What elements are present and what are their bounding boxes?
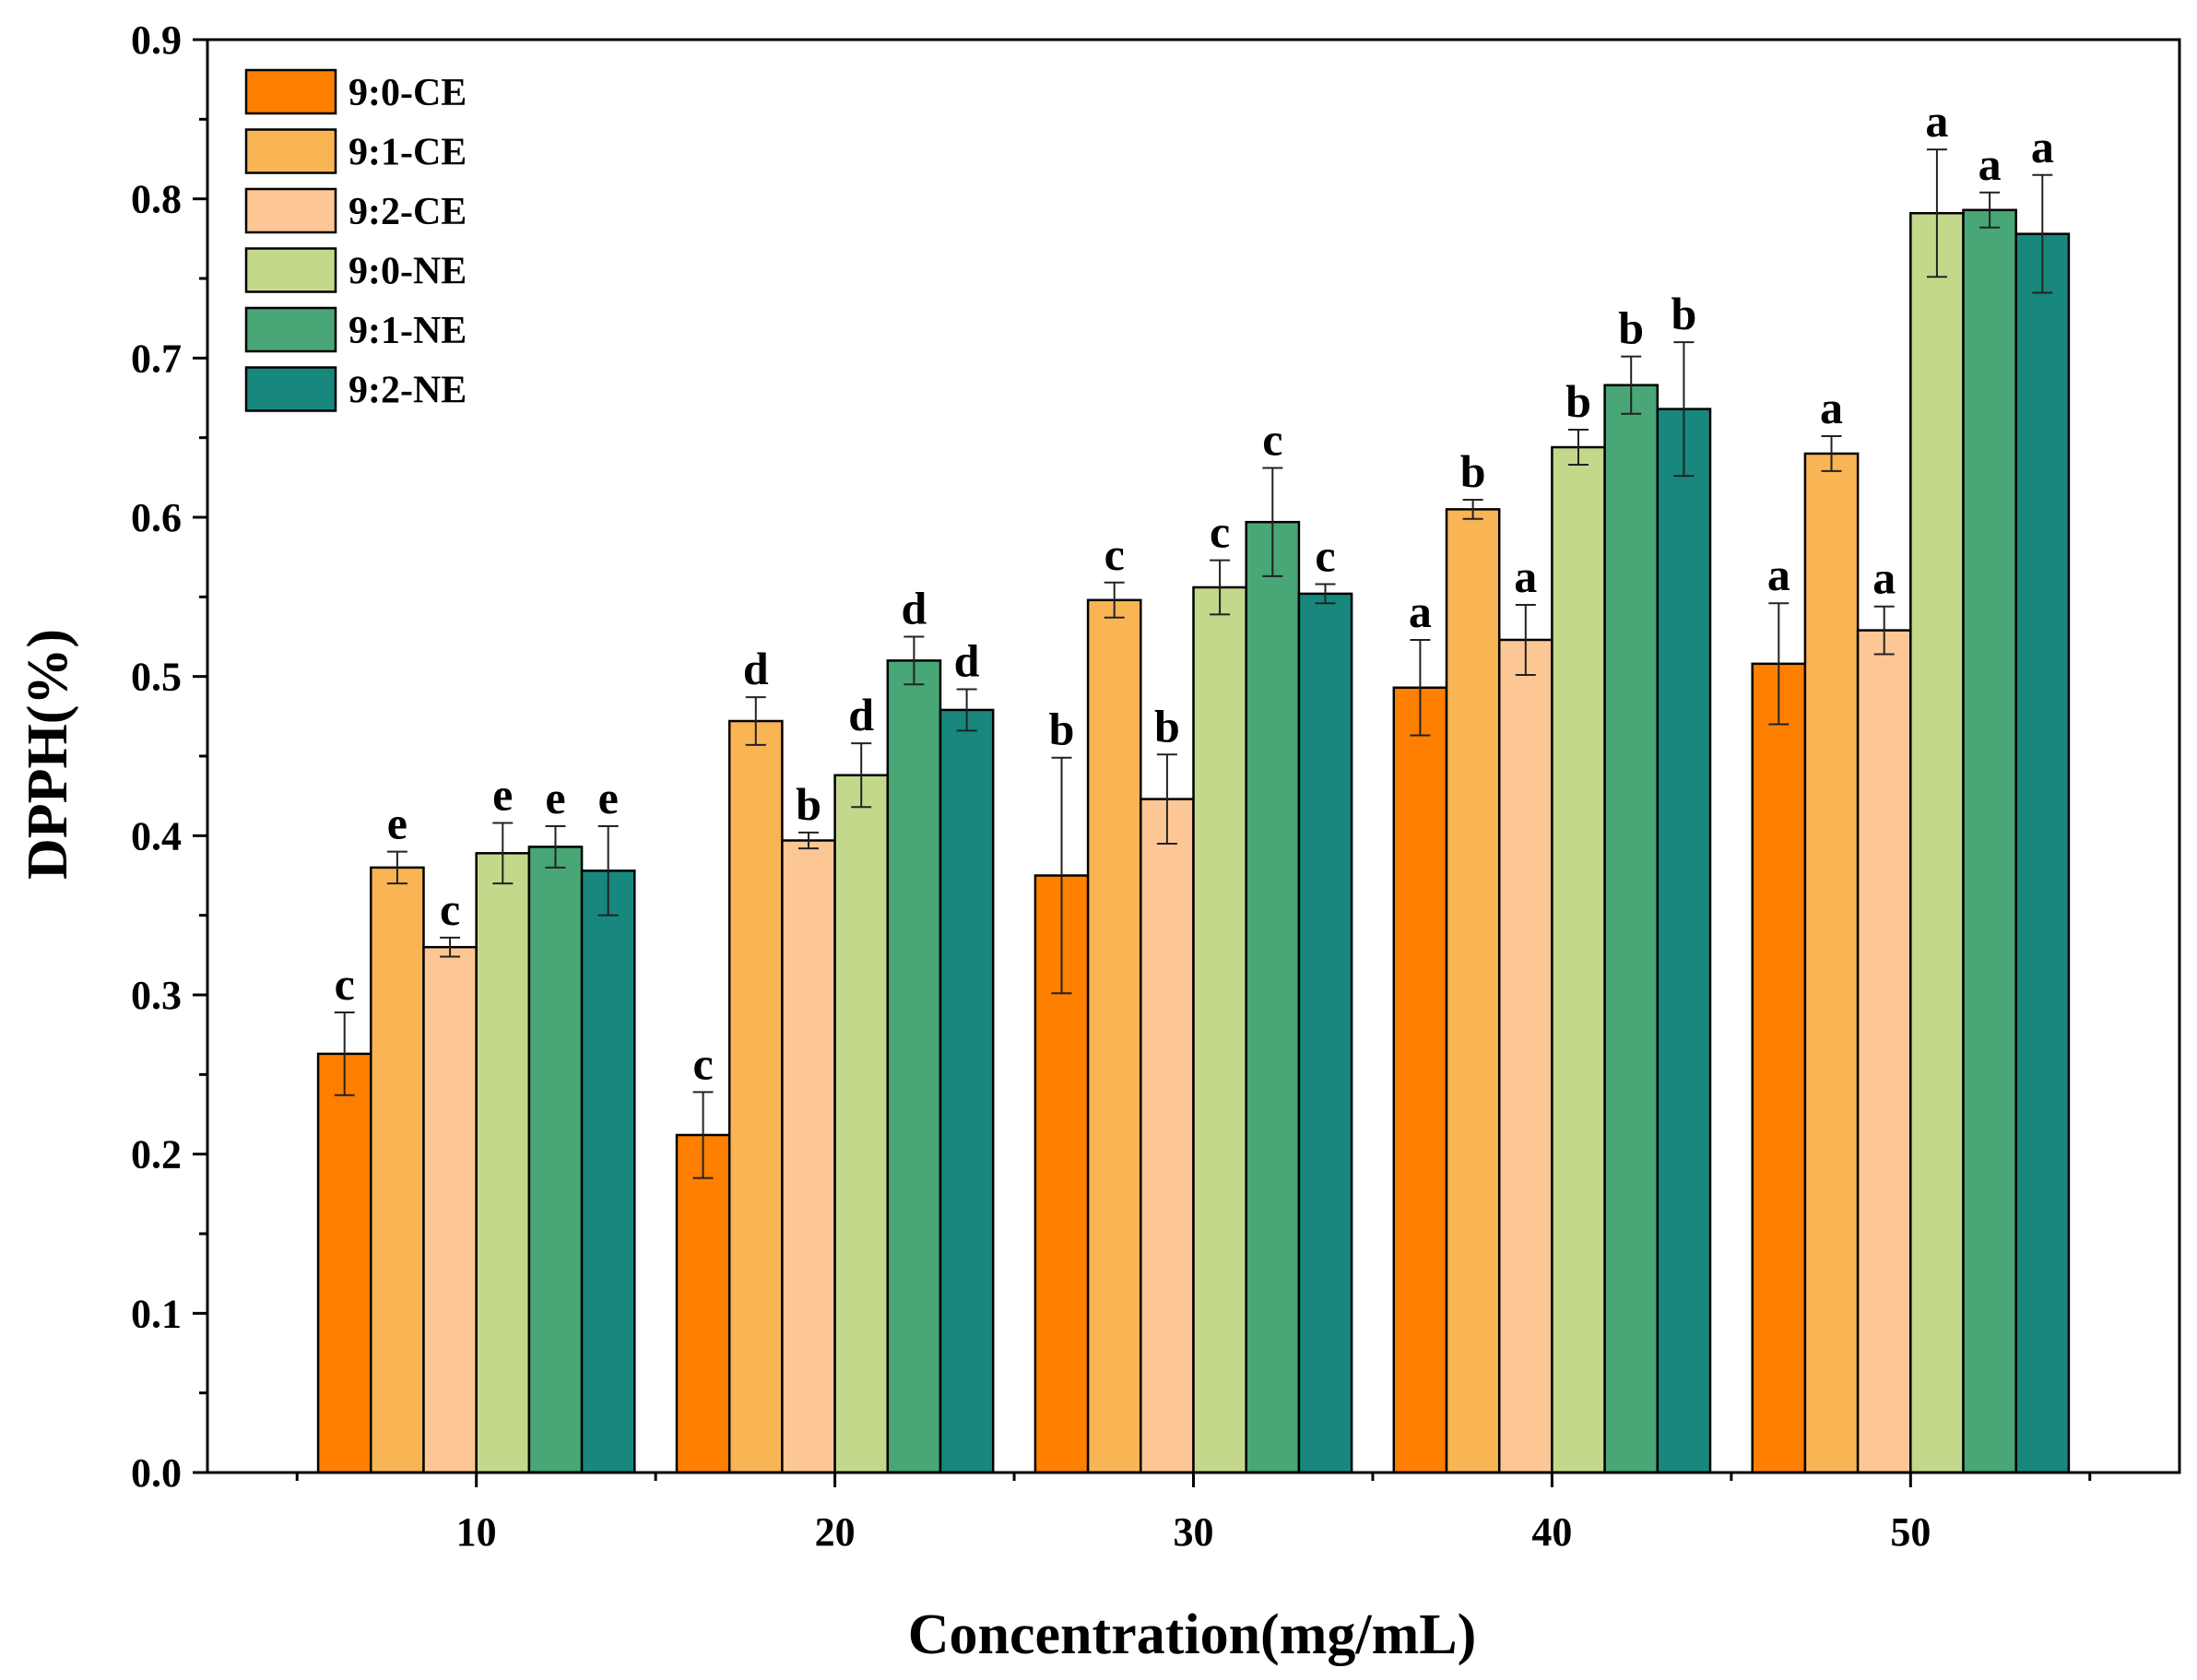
y-tick-label: 0.7 bbox=[131, 336, 182, 381]
y-tick-label: 0.8 bbox=[131, 177, 182, 222]
significance-label-9:1-CE-10: e bbox=[387, 798, 408, 849]
significance-label-9:0-NE-30: c bbox=[1210, 506, 1230, 558]
significance-label-9:1-CE-50: a bbox=[1820, 382, 1843, 433]
bar-9:2-NE-50 bbox=[2016, 234, 2069, 1473]
bar-9:0-CE-10 bbox=[318, 1054, 371, 1473]
x-tick-label: 40 bbox=[1531, 1509, 1572, 1555]
legend-swatch-9:2-CE bbox=[246, 189, 336, 232]
significance-label-9:2-NE-20: d bbox=[954, 634, 980, 686]
significance-label-9:1-NE-30: c bbox=[1262, 413, 1282, 465]
legend-label-9:1-CE: 9:1-CE bbox=[348, 132, 467, 174]
bar-9:2-NE-10 bbox=[582, 870, 634, 1473]
x-tick-label: 20 bbox=[815, 1509, 856, 1555]
bar-9:1-CE-30 bbox=[1088, 600, 1140, 1473]
significance-label-9:0-NE-40: b bbox=[1565, 375, 1591, 427]
legend-label-9:0-CE: 9:0-CE bbox=[348, 72, 467, 114]
significance-label-9:2-NE-30: c bbox=[1315, 530, 1335, 582]
x-tick-label: 50 bbox=[1890, 1509, 1931, 1555]
bar-9:1-CE-20 bbox=[729, 721, 782, 1473]
significance-label-9:1-CE-40: b bbox=[1460, 445, 1486, 497]
bar-9:0-NE-30 bbox=[1194, 587, 1246, 1473]
bar-9:0-NE-50 bbox=[1910, 213, 1963, 1473]
bar-9:1-NE-40 bbox=[1605, 385, 1658, 1473]
significance-label-9:1-NE-10: e bbox=[545, 772, 565, 823]
significance-label-9:2-CE-50: a bbox=[1872, 552, 1896, 604]
significance-label-9:2-NE-50: a bbox=[2031, 121, 2054, 172]
y-tick-label: 0.9 bbox=[131, 18, 182, 63]
dpph-bar-chart: cece e ecdbdddbcbcccababb baaaaa a 0.00.10.2… bbox=[0, 0, 2197, 1680]
significance-label-9:2-NE-40: b bbox=[1671, 288, 1697, 339]
significance-label-9:0-NE-50: a bbox=[1925, 95, 1948, 147]
significance-label-9:1-NE-40: b bbox=[1618, 302, 1644, 354]
bar-9:1-CE-40 bbox=[1447, 509, 1499, 1473]
bar-9:2-NE-20 bbox=[940, 710, 993, 1473]
bar-9:2-NE-40 bbox=[1658, 409, 1710, 1473]
bar-9:0-NE-10 bbox=[477, 853, 529, 1473]
bar-9:2-CE-30 bbox=[1140, 799, 1193, 1473]
bar-9:1-NE-30 bbox=[1246, 522, 1299, 1473]
legend-swatch-9:1-NE bbox=[246, 308, 336, 351]
x-axis-title: Concentration(mg/mL) bbox=[908, 1603, 1476, 1666]
bar-9:2-CE-10 bbox=[423, 947, 476, 1473]
legend-swatch-9:1-CE bbox=[246, 130, 336, 173]
significance-label-9:2-CE-20: b bbox=[796, 778, 821, 830]
legend-label-9:2-CE: 9:2-CE bbox=[348, 191, 467, 233]
significance-label-9:1-NE-20: d bbox=[901, 583, 927, 634]
significance-label-9:0-CE-30: b bbox=[1049, 704, 1075, 755]
legend-label-9:2-NE: 9:2-NE bbox=[348, 370, 467, 412]
bar-9:2-NE-30 bbox=[1299, 594, 1352, 1473]
significance-label-9:0-CE-20: c bbox=[692, 1037, 713, 1089]
significance-label-9:0-CE-10: c bbox=[335, 958, 355, 1010]
bar-9:0-NE-40 bbox=[1552, 447, 1604, 1473]
y-axis-title: DPPH(%) bbox=[17, 629, 79, 880]
y-tick-label: 0.1 bbox=[131, 1291, 182, 1336]
significance-label-9:2-NE-10: e bbox=[598, 772, 619, 823]
bar-9:0-NE-20 bbox=[835, 775, 888, 1473]
y-tick-label: 0.3 bbox=[131, 973, 182, 1018]
bar-9:2-CE-40 bbox=[1499, 640, 1552, 1473]
significance-label-9:2-CE-40: a bbox=[1514, 550, 1537, 602]
significance-label-9:1-CE-30: c bbox=[1104, 528, 1125, 580]
y-tick-label: 0.6 bbox=[131, 495, 182, 540]
y-tick-label: 0.4 bbox=[131, 813, 182, 858]
bar-9:1-NE-50 bbox=[1964, 210, 2016, 1473]
significance-label-9:1-CE-20: d bbox=[743, 643, 769, 694]
x-tick-label: 10 bbox=[456, 1509, 497, 1555]
y-tick-label: 0.2 bbox=[131, 1132, 182, 1177]
significance-label-9:2-CE-10: c bbox=[440, 883, 460, 935]
legend-swatch-9:0-NE bbox=[246, 249, 336, 292]
legend-swatch-9:0-CE bbox=[246, 70, 336, 113]
bar-9:1-CE-50 bbox=[1805, 454, 1858, 1473]
y-tick-label: 0.0 bbox=[131, 1450, 182, 1496]
x-tick-label: 30 bbox=[1174, 1509, 1214, 1555]
bar-9:0-CE-50 bbox=[1753, 664, 1805, 1473]
bar-9:2-CE-20 bbox=[782, 841, 834, 1473]
legend-label-9:1-NE: 9:1-NE bbox=[348, 310, 467, 352]
legend-label-9:0-NE: 9:0-NE bbox=[348, 251, 467, 293]
significance-label-9:0-CE-40: a bbox=[1409, 586, 1432, 637]
significance-label-9:0-NE-10: e bbox=[492, 769, 513, 821]
bar-9:0-CE-20 bbox=[677, 1135, 729, 1473]
significance-label-9:0-NE-20: d bbox=[848, 689, 874, 740]
y-tick-label: 0.5 bbox=[131, 655, 182, 700]
significance-label-9:2-CE-30: b bbox=[1154, 700, 1180, 751]
significance-label-9:0-CE-50: a bbox=[1767, 549, 1790, 600]
bar-9:2-CE-50 bbox=[1858, 631, 1910, 1473]
significance-label-9:1-NE-50: a bbox=[1978, 138, 2002, 190]
bar-9:1-NE-10 bbox=[529, 846, 582, 1473]
legend-swatch-9:2-NE bbox=[246, 368, 336, 411]
bar-9:1-CE-10 bbox=[371, 868, 423, 1473]
bar-9:1-NE-20 bbox=[888, 660, 940, 1473]
bar-9:0-CE-40 bbox=[1394, 688, 1447, 1473]
